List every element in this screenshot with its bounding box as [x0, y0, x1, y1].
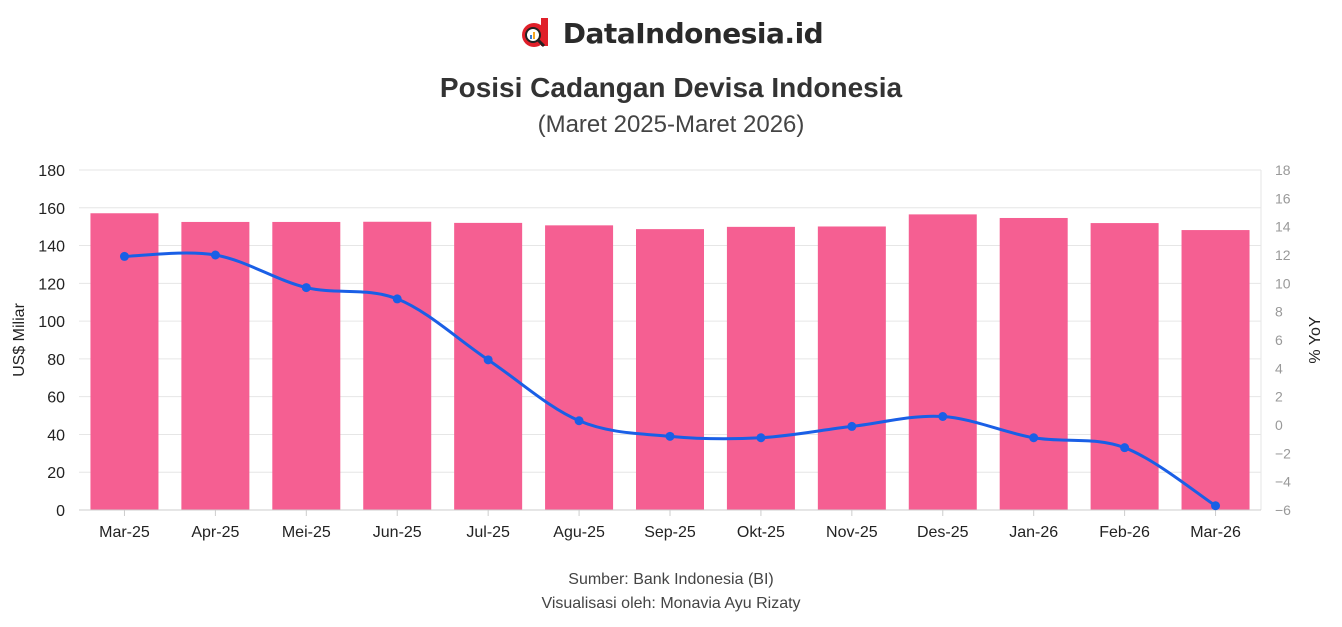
yoy-point-mar-25 [119, 251, 129, 261]
yoy-point-nov-25 [847, 421, 857, 431]
source-note: Sumber: Bank Indonesia (BI) [568, 571, 774, 588]
y-tick-label: 20 [47, 465, 65, 482]
bar-jan-26 [999, 217, 1068, 510]
bar-mar-26 [1181, 230, 1250, 511]
y-tick-label: 180 [38, 163, 65, 180]
yoy-point-mei-25 [301, 283, 311, 293]
bar-apr-25 [181, 221, 250, 510]
x-tick-label: Mar-25 [99, 524, 150, 541]
bar-mar-25 [90, 213, 159, 510]
yoy-point-sep-25 [665, 431, 675, 441]
bar-nov-25 [817, 226, 886, 510]
yoy-point-jun-25 [392, 294, 402, 304]
y-right-tick-label: −6 [1275, 502, 1291, 518]
x-tick-label: Jun-25 [373, 524, 422, 541]
bar-jul-25 [454, 222, 523, 510]
yoy-point-apr-25 [210, 250, 220, 260]
x-tick-label: Feb-26 [1099, 524, 1150, 541]
x-tick-label: Okt-25 [737, 524, 785, 541]
yoy-point-feb-26 [1120, 443, 1130, 453]
x-tick-label: Des-25 [917, 524, 969, 541]
y-tick-label: 100 [38, 314, 65, 331]
logo-icon [521, 18, 548, 48]
credit-note: Visualisasi oleh: Monavia Ayu Rizaty [541, 595, 801, 612]
x-tick-label: Jan-26 [1009, 524, 1058, 541]
y-tick-label: 140 [38, 239, 65, 256]
y-axis-label: US$ Miliar [11, 302, 28, 376]
bar-sep-25 [636, 229, 704, 510]
x-tick-label: Agu-25 [553, 524, 605, 541]
bar-jun-25 [363, 221, 432, 510]
y-right-tick-label: 18 [1275, 162, 1291, 178]
y-tick-label: 60 [47, 390, 65, 407]
brand-name: DataIndonesia.id [562, 16, 824, 50]
bar-des-25 [908, 214, 977, 510]
yoy-point-okt-25 [756, 433, 766, 443]
y-right-axis-label: % YoY [1307, 316, 1324, 363]
yoy-point-agu-25 [574, 416, 584, 426]
y-right-tick-label: 12 [1275, 247, 1291, 263]
bar-agu-25 [545, 225, 614, 510]
x-tick-label: Jul-25 [466, 524, 510, 541]
bar-okt-25 [726, 226, 795, 510]
yoy-point-jul-25 [483, 355, 493, 365]
y-tick-label: 120 [38, 276, 65, 293]
x-tick-label: Mei-25 [282, 524, 331, 541]
y-right-tick-label: 8 [1275, 304, 1283, 320]
y-tick-label: 160 [38, 201, 65, 218]
x-tick-label: Nov-25 [826, 524, 878, 541]
y-right-tick-label: 4 [1275, 360, 1283, 376]
x-tick-label: Apr-25 [191, 524, 239, 541]
x-tick-label: Sep-25 [644, 524, 696, 541]
y-right-tick-label: 0 [1275, 417, 1283, 433]
y-tick-label: 0 [56, 503, 65, 520]
yoy-point-des-25 [938, 412, 948, 421]
brand-logo: DataIndonesia.id [0, 16, 1342, 50]
y-right-tick-label: 6 [1275, 332, 1283, 348]
chart-title: Posisi Cadangan Devisa Indonesia [439, 72, 903, 103]
y-tick-label: 80 [47, 352, 65, 369]
y-right-tick-label: 16 [1275, 190, 1291, 206]
chart-subtitle: (Maret 2025-Maret 2026) [537, 111, 805, 138]
y-right-tick-label: 10 [1275, 275, 1291, 291]
y-tick-label: 40 [47, 427, 65, 444]
yoy-point-mar-26 [1211, 501, 1221, 511]
bar-mei-25 [272, 221, 341, 510]
yoy-point-jan-26 [1029, 433, 1039, 443]
y-right-tick-label: 2 [1275, 389, 1283, 405]
y-right-tick-label: 14 [1275, 219, 1291, 235]
bar-feb-26 [1090, 223, 1159, 511]
y-right-tick-label: −2 [1275, 445, 1291, 461]
x-tick-label: Mar-26 [1190, 524, 1241, 541]
y-right-tick-label: −4 [1275, 474, 1291, 490]
